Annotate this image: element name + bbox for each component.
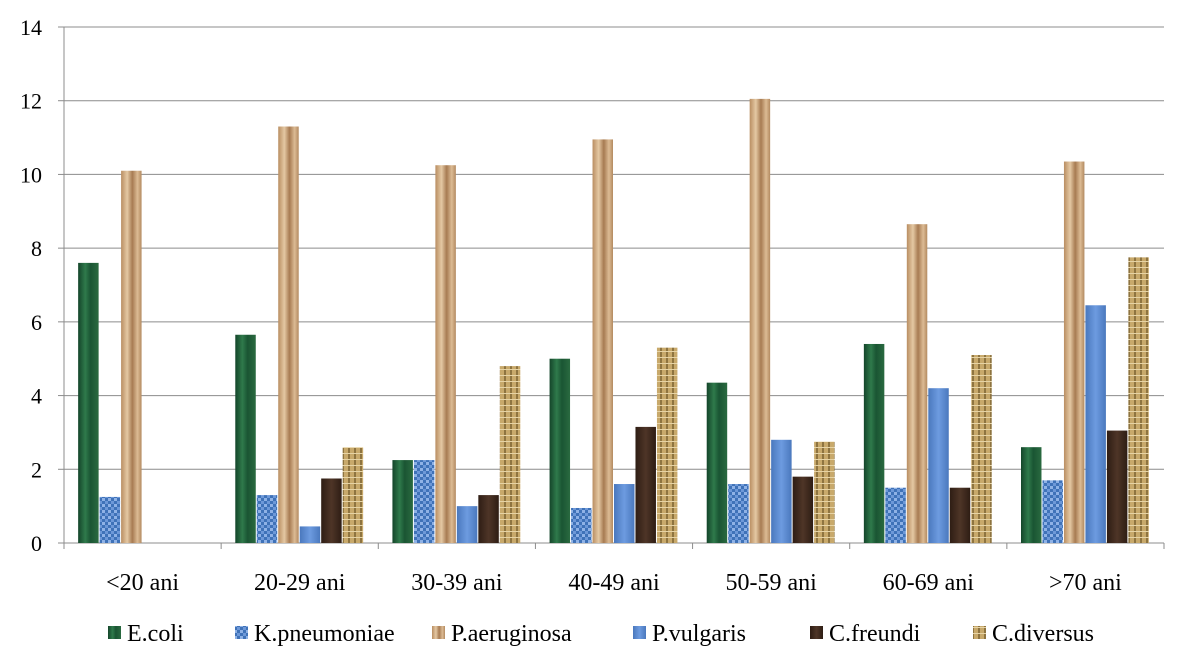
bar-k-pneumoniae-50-59-ani: [728, 484, 749, 543]
bar-c-diversus-70-ani: [1128, 257, 1149, 543]
bar-p-aeruginosa-50-59-ani: [749, 98, 771, 543]
bar-p-aeruginosa-20-29-ani: [278, 126, 299, 543]
bar-k-pneumoniae-20-ani: [99, 496, 121, 543]
legend-label-c-diversus: C.diversus: [992, 621, 1094, 647]
y-tick-labels: 0 2 4 6 8 10 12 14: [20, 15, 42, 556]
gridlines: [64, 26, 1164, 470]
y-tick-label: 4: [31, 384, 42, 409]
legend-label-p-aeruginosa: P.aeruginosa: [451, 621, 572, 647]
bar-c-freundi-20-29-ani: [321, 478, 342, 543]
bar-c-freundi-40-49-ani: [635, 426, 656, 543]
x-tick-label-30-39-ani: 30-39 ani: [411, 570, 503, 596]
legend-label-p-vulgaris: P.vulgaris: [652, 621, 746, 647]
bar-c-diversus-50-59-ani: [814, 441, 835, 543]
legend-swatch-c-diversus: [973, 626, 986, 639]
y-tick-label: 10: [20, 162, 42, 187]
x-tick-label-20-29-ani: 20-29 ani: [254, 570, 346, 596]
bar-e-coli-60-69-ani: [863, 343, 885, 543]
bar-e-coli-70-ani: [1021, 447, 1042, 543]
bar-p-vulgaris-70-ani: [1085, 305, 1106, 543]
legend-label-k-pneumoniae: K.pneumoniae: [254, 621, 395, 647]
bar-e-coli-20-29-ani: [235, 334, 256, 543]
bars: [78, 98, 1149, 543]
x-tick-label-50-59-ani: 50-59 ani: [725, 570, 817, 596]
x-tick-label-70-ani: >70 ani: [1049, 570, 1122, 596]
bar-e-coli-20-ani: [78, 262, 99, 543]
bar-p-aeruginosa-20-ani: [121, 170, 142, 543]
bar-p-vulgaris-40-49-ani: [614, 484, 635, 543]
legend-swatch-c-freundi: [810, 626, 823, 639]
y-tick-label: 6: [31, 310, 42, 335]
bar-c-diversus-20-29-ani: [342, 447, 364, 543]
bar-c-diversus-60-69-ani: [971, 355, 992, 543]
bar-p-aeruginosa-30-39-ani: [435, 165, 456, 543]
y-tick-label: 8: [31, 236, 42, 261]
bar-k-pneumoniae-20-29-ani: [256, 495, 278, 543]
bar-e-coli-40-49-ani: [549, 358, 571, 543]
bar-p-vulgaris-30-39-ani: [456, 506, 478, 543]
bar-p-aeruginosa-70-ani: [1063, 161, 1085, 543]
legend-label-e-coli: E.coli: [127, 621, 184, 647]
bar-c-freundi-70-ani: [1106, 430, 1128, 543]
bar-p-vulgaris-60-69-ani: [928, 388, 949, 543]
x-tick-label-60-69-ani: 60-69 ani: [883, 570, 975, 596]
x-tick-label-20-ani: <20 ani: [106, 570, 179, 596]
bar-e-coli-50-59-ani: [706, 382, 728, 543]
bar-c-freundi-60-69-ani: [949, 487, 971, 543]
bar-k-pneumoniae-40-49-ani: [571, 507, 592, 543]
bar-p-aeruginosa-60-69-ani: [906, 224, 928, 543]
y-tick-label: 2: [31, 457, 42, 482]
y-tick-label: 14: [20, 15, 42, 40]
bar-k-pneumoniae-60-69-ani: [885, 487, 906, 543]
bar-p-aeruginosa-40-49-ani: [592, 139, 613, 543]
y-tick-label: 12: [20, 89, 42, 114]
legend-swatch-k-pneumoniae: [235, 626, 248, 639]
bar-e-coli-30-39-ani: [392, 460, 413, 543]
bar-c-diversus-40-49-ani: [656, 347, 678, 543]
x-tick-label-40-49-ani: 40-49 ani: [568, 570, 660, 596]
legend-swatch-e-coli: [108, 626, 121, 639]
bar-k-pneumoniae-30-39-ani: [413, 460, 435, 543]
x-tick-labels: <20 ani 20-29 ani 30-39 ani 40-49 ani 50-59 …: [106, 570, 1122, 596]
legend: E.coli K.pneumoniae P.aeruginosa P.vulgaris…: [108, 621, 1094, 647]
legend-swatch-p-aeruginosa: [432, 626, 445, 639]
bar-c-freundi-30-39-ani: [478, 495, 499, 543]
legend-swatch-p-vulgaris: [633, 626, 646, 639]
bar-p-vulgaris-20-29-ani: [299, 526, 321, 543]
bar-p-vulgaris-50-59-ani: [771, 439, 792, 543]
legend-label-c-freundi: C.freundi: [829, 621, 921, 647]
bar-c-diversus-30-39-ani: [499, 366, 521, 543]
bar-c-freundi-50-59-ani: [792, 476, 814, 543]
y-tick-label: 0: [31, 531, 42, 556]
bar-k-pneumoniae-70-ani: [1042, 480, 1063, 543]
